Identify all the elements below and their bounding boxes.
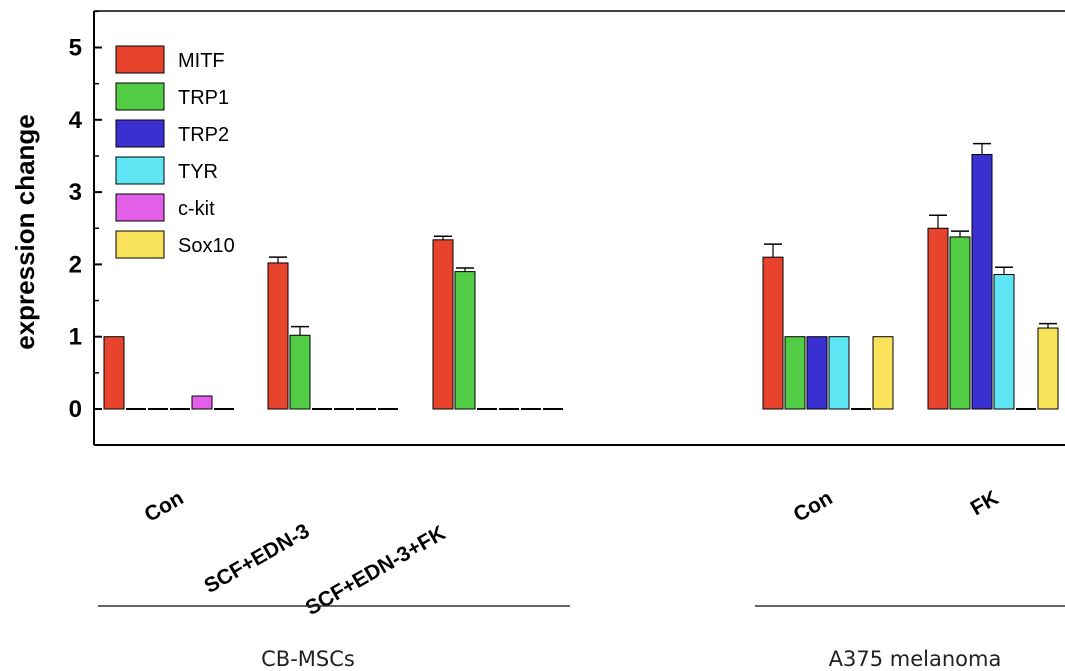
y-tick-label: 3 (69, 179, 82, 206)
axes: 0 1 2 3 4 5 (69, 10, 1065, 446)
y-tick-label: 2 (69, 251, 82, 278)
category-label: Con (790, 486, 837, 526)
bar-sox10 (1037, 327, 1059, 410)
legend-swatch-trp1 (115, 82, 165, 111)
y-tick-label: 4 (69, 107, 83, 134)
legend: MITF TRP1 TRP2 TYR c-kit Sox10 (115, 45, 235, 259)
bar-trp2 (971, 154, 993, 410)
legend-label: MITF (178, 50, 225, 72)
group-label: A375 melanoma (829, 647, 1002, 671)
y-tick-label: 1 (69, 324, 82, 351)
category-label: SCF+EDN-3 (200, 519, 313, 598)
bar-tyr (993, 274, 1015, 410)
bar-trp1 (454, 271, 476, 410)
category-label: Con (141, 486, 188, 526)
category-label: FK (967, 486, 1003, 520)
legend-swatch-sox10 (115, 230, 165, 259)
legend-swatch-c-kit (115, 193, 165, 222)
bar-mitf (762, 256, 784, 410)
y-axis-label: expression change (10, 114, 40, 350)
legend-label: TRP2 (178, 124, 229, 146)
group-label: CB-MSCs (261, 647, 355, 671)
bar-trp1 (784, 336, 806, 410)
legend-label: Sox10 (178, 235, 235, 257)
bar-sox10 (872, 336, 894, 410)
labels: expression changeConSCF+EDN-3SCF+EDN-3+F… (10, 114, 1065, 671)
legend-label: c-kit (178, 198, 215, 220)
bars (103, 142, 1059, 410)
legend-label: TRP1 (178, 87, 229, 109)
y-tick-label: 0 (69, 396, 82, 423)
legend-label: TYR (178, 161, 218, 183)
y-tick-label: 5 (69, 35, 82, 62)
bar-mitf (267, 262, 289, 410)
legend-swatch-trp2 (115, 119, 165, 148)
bar-c-kit (191, 395, 213, 410)
bar-trp2 (806, 336, 828, 410)
bar-mitf (103, 336, 125, 410)
bar-trp1 (949, 236, 971, 410)
legend-swatch-mitf (115, 45, 165, 74)
bar-mitf (927, 227, 949, 410)
legend-swatch-tyr (115, 156, 165, 185)
bar-trp1 (289, 334, 311, 410)
bar-mitf (432, 239, 454, 410)
bar-tyr (828, 336, 850, 410)
